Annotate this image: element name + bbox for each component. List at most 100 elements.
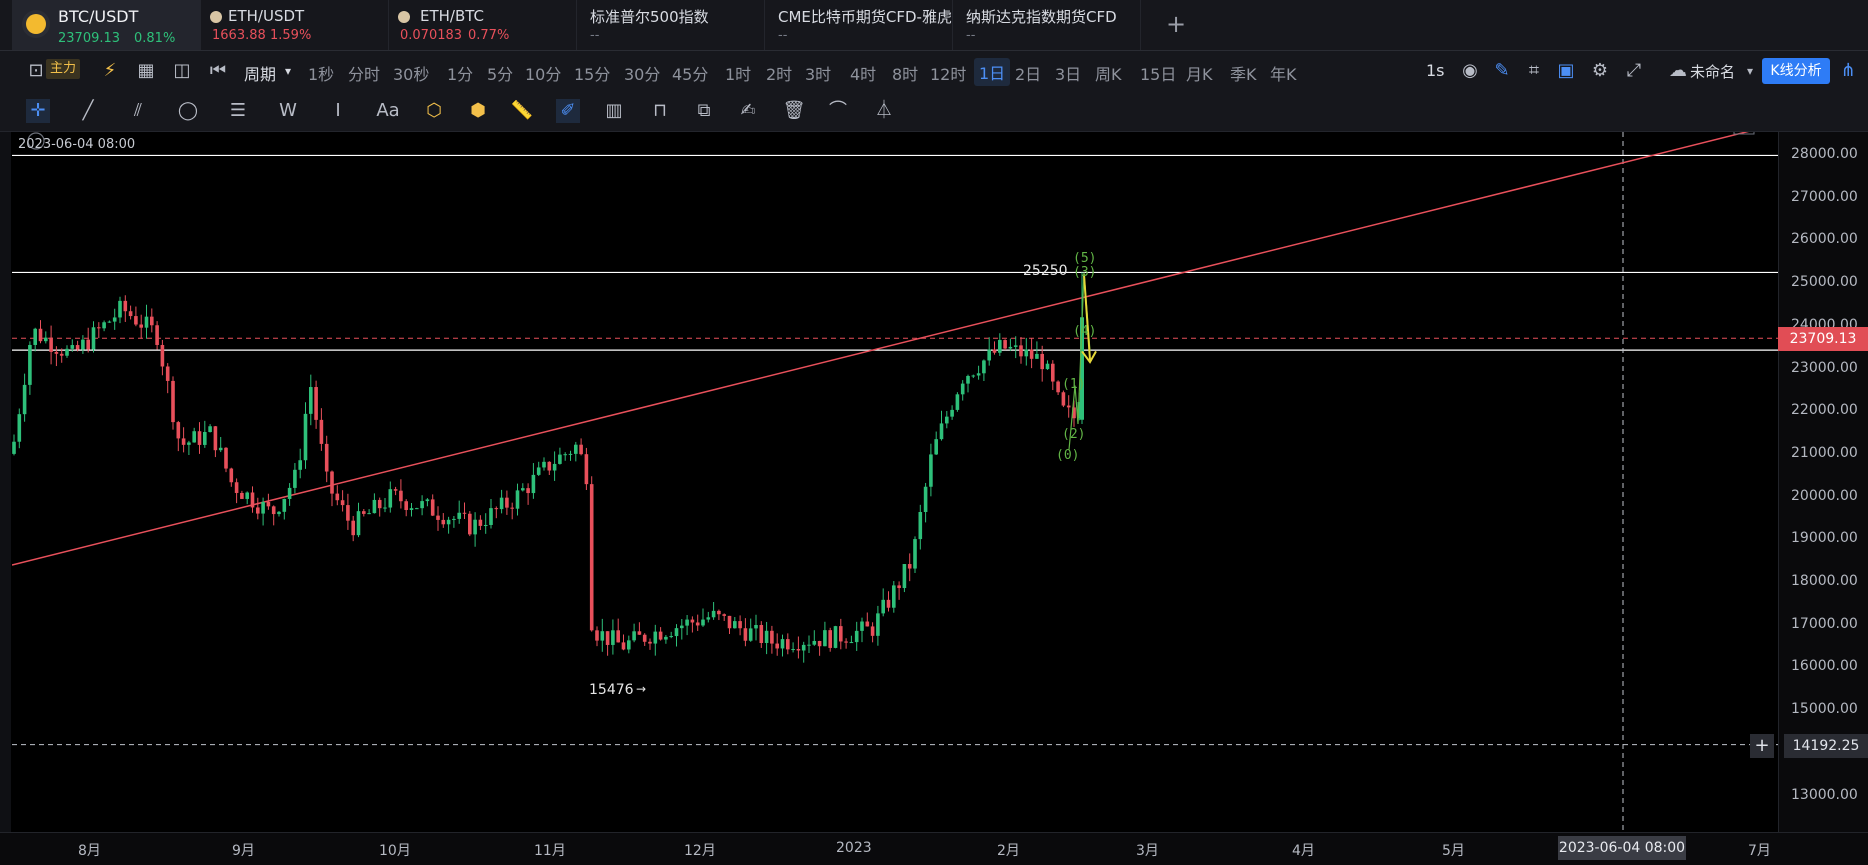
candle-body [923,486,928,512]
magnet-strong-icon[interactable]: ⬢ [470,100,486,121]
period-item[interactable]: 月K [1186,65,1213,84]
text-cursor-icon[interactable]: I [335,100,341,121]
period-item[interactable]: 分时 [348,65,381,84]
period-item[interactable]: 1日 [974,58,1011,86]
period-dropdown[interactable]: 周期 [244,65,277,84]
save-image-icon[interactable]: ▣ [1557,60,1575,81]
parallel-channel-icon[interactable]: ⫽ [133,100,143,121]
tab-eth-usdt[interactable]: ETH/USDT 1663.88 1.59% [200,0,389,50]
keep-drawing-icon[interactable]: ✐ [556,99,580,123]
candles-icon[interactable]: ▥ [605,100,623,121]
period-item[interactable]: 12时 [930,65,967,84]
period-item[interactable]: 周K [1095,65,1122,84]
period-item[interactable]: 年K [1270,65,1297,84]
indicator-button[interactable]: 主力 [46,59,80,79]
wave-icon[interactable]: W [279,100,297,121]
copy-icon[interactable]: ⧉ [697,100,711,121]
candle-body [505,497,509,508]
period-item[interactable]: 15日 [1140,65,1177,84]
candle-body [1080,317,1084,420]
chevron-down-icon[interactable]: ▾ [284,64,292,78]
font-icon[interactable]: Aa [376,100,400,121]
crop-icon[interactable]: ⌗ [1528,60,1540,81]
period-item[interactable]: 季K [1230,65,1257,84]
period-item[interactable]: 2日 [1015,65,1042,84]
fullscreen-icon[interactable]: ⤢ [1626,60,1642,81]
brush-icon[interactable]: ⌒ [829,100,847,121]
candle-body [621,642,626,650]
add-tab-button[interactable]: + [1166,10,1187,38]
cloud-icon[interactable]: ☁ [1669,60,1687,81]
period-item[interactable]: 8时 [892,65,919,84]
candle-body [240,492,244,499]
tab-eth-btc[interactable]: ETH/BTC 0.070183 0.77% [388,0,577,50]
period-item[interactable]: 10分 [525,65,562,84]
period-item[interactable]: 5分 [487,65,514,84]
calendar-icon[interactable]: ▦ [137,60,155,81]
candle-body [727,615,732,629]
price-tick-label: 28000.00 [1791,146,1858,162]
layout-name[interactable]: 未命名 [1690,63,1736,81]
filter-icon[interactable]: ⏃ [875,100,893,121]
candle-body [224,447,228,469]
share-icon[interactable]: ⋔ [1840,60,1856,81]
lock-icon[interactable]: ⊓ [652,100,668,121]
magnet-icon[interactable]: ⬡ [426,100,442,121]
tab-sp500[interactable]: 标准普尔500指数 -- [576,0,765,50]
candle-body [881,599,885,614]
edit-icon[interactable]: ✍ [740,100,756,121]
period-item[interactable]: 3时 [805,65,832,84]
tab-nasdaq[interactable]: 纳斯达克指数期货CFD -- [952,0,1141,50]
period-item[interactable]: 2时 [766,65,793,84]
candlestick-chart[interactable] [11,117,1779,832]
candle-body [245,492,249,499]
period-item[interactable]: 1时 [725,65,752,84]
ruler-icon[interactable]: 📏 [510,100,534,121]
fib-lines-icon[interactable]: ☰ [229,100,247,121]
candle-body [907,564,912,569]
camera-icon[interactable]: ◉ [1462,60,1478,81]
interval-button[interactable]: 1s [1426,61,1445,80]
replay-icon[interactable]: ⏮ [209,60,227,81]
chart-area[interactable] [11,117,1779,832]
bolt-icon[interactable]: ⚡ [103,60,117,81]
trend-line [11,123,1779,566]
candle-body [33,328,37,345]
period-item[interactable]: 30秒 [393,65,430,84]
period-item[interactable]: 1分 [447,65,474,84]
add-alert-button[interactable]: + [1750,734,1774,758]
candle-body [91,327,96,350]
layout-icon[interactable]: ◫ [173,60,191,81]
tab-btc-usdt[interactable]: BTC/USDT 23709.13 0.81% [12,0,201,50]
pen-icon[interactable]: ✎ [1494,60,1510,81]
high-price-label: 25250 [1023,263,1068,279]
time-tick-label: 12月 [684,843,716,859]
period-item[interactable]: 4时 [850,65,877,84]
settings-icon[interactable]: ⚙ [1591,60,1609,81]
wave-label: (2) [1062,427,1086,442]
kline-analysis-button[interactable]: K线分析 [1762,58,1830,84]
period-item[interactable]: 45分 [672,65,709,84]
chart-type-icon[interactable]: ⊡ [28,60,44,81]
candle-body [478,519,483,526]
candle-body [499,497,504,510]
ellipse-icon[interactable]: ◯ [177,100,199,121]
period-item[interactable]: 1秒 [308,65,335,84]
candle-body [669,636,673,638]
tab-cme-btc[interactable]: CME比特币期货CFD-雅虎 -- [764,0,953,50]
candle-body [309,387,313,414]
period-item[interactable]: 3日 [1055,65,1082,84]
candle-body [854,630,859,643]
candle-body [473,519,477,535]
time-axis[interactable]: 8月9月10月11月12月20232月3月4月5月6月7月 [0,832,1868,865]
price-axis[interactable]: 28000.00 27000.00 26000.00 25000.00 24000.00… [1778,132,1868,832]
period-item[interactable]: 30分 [624,65,661,84]
candle-body [775,643,779,649]
candle-body [865,621,870,627]
trash-icon[interactable]: 🗑 [782,100,806,121]
candle-body [605,631,610,645]
period-item[interactable]: 15分 [574,65,611,84]
trendline-icon[interactable]: ╱ [82,100,94,121]
crosshair-icon[interactable]: ✛ [26,99,50,123]
chevron-down-icon[interactable]: ▾ [1746,64,1754,78]
